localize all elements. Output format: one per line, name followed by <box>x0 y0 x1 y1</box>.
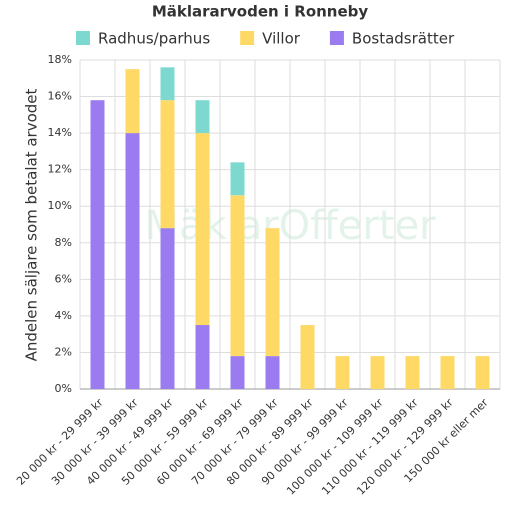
y-tick-label: 6% <box>55 272 72 285</box>
bar-segment <box>160 67 175 101</box>
y-tick-label: 10% <box>48 199 72 212</box>
bar-segment <box>475 356 490 389</box>
bar-segment <box>230 356 245 389</box>
bar-segment <box>370 356 385 389</box>
bar-segment <box>230 195 245 357</box>
bar-segment <box>440 356 455 389</box>
bar-segment <box>335 356 350 389</box>
bar-segment <box>90 100 105 389</box>
legend-label: Bostadsrätter <box>352 30 455 48</box>
y-tick-label: 12% <box>48 163 72 176</box>
bar-segment <box>195 133 210 326</box>
bar-segment <box>125 69 140 134</box>
legend-swatch <box>240 31 255 45</box>
legend-swatch <box>329 31 344 45</box>
bar-segment <box>265 356 280 389</box>
bar-segment <box>300 325 315 389</box>
bar-segment <box>160 228 175 389</box>
bar-segment <box>160 100 175 229</box>
chart-title: Mäklararvoden i Ronneby <box>152 3 369 21</box>
legend-label: Radhus/parhus <box>98 30 210 48</box>
bar-segment <box>125 133 140 389</box>
bar-segment <box>195 325 210 389</box>
bar-segment <box>230 162 245 196</box>
bar-segment <box>195 100 210 134</box>
bar-segment <box>405 356 420 389</box>
y-tick-label: 14% <box>48 126 72 139</box>
y-tick-label: 2% <box>55 345 72 358</box>
y-tick-label: 8% <box>55 236 72 249</box>
legend-label: Villor <box>262 30 301 48</box>
y-tick-label: 16% <box>48 90 72 103</box>
y-axis-title: Andelen säljare som betalat arvodet <box>23 88 41 361</box>
y-tick-label: 0% <box>55 382 72 395</box>
y-tick-label: 4% <box>55 309 72 322</box>
bar-segment <box>265 228 280 357</box>
legend-swatch <box>76 31 90 45</box>
y-tick-label: 18% <box>48 53 72 66</box>
